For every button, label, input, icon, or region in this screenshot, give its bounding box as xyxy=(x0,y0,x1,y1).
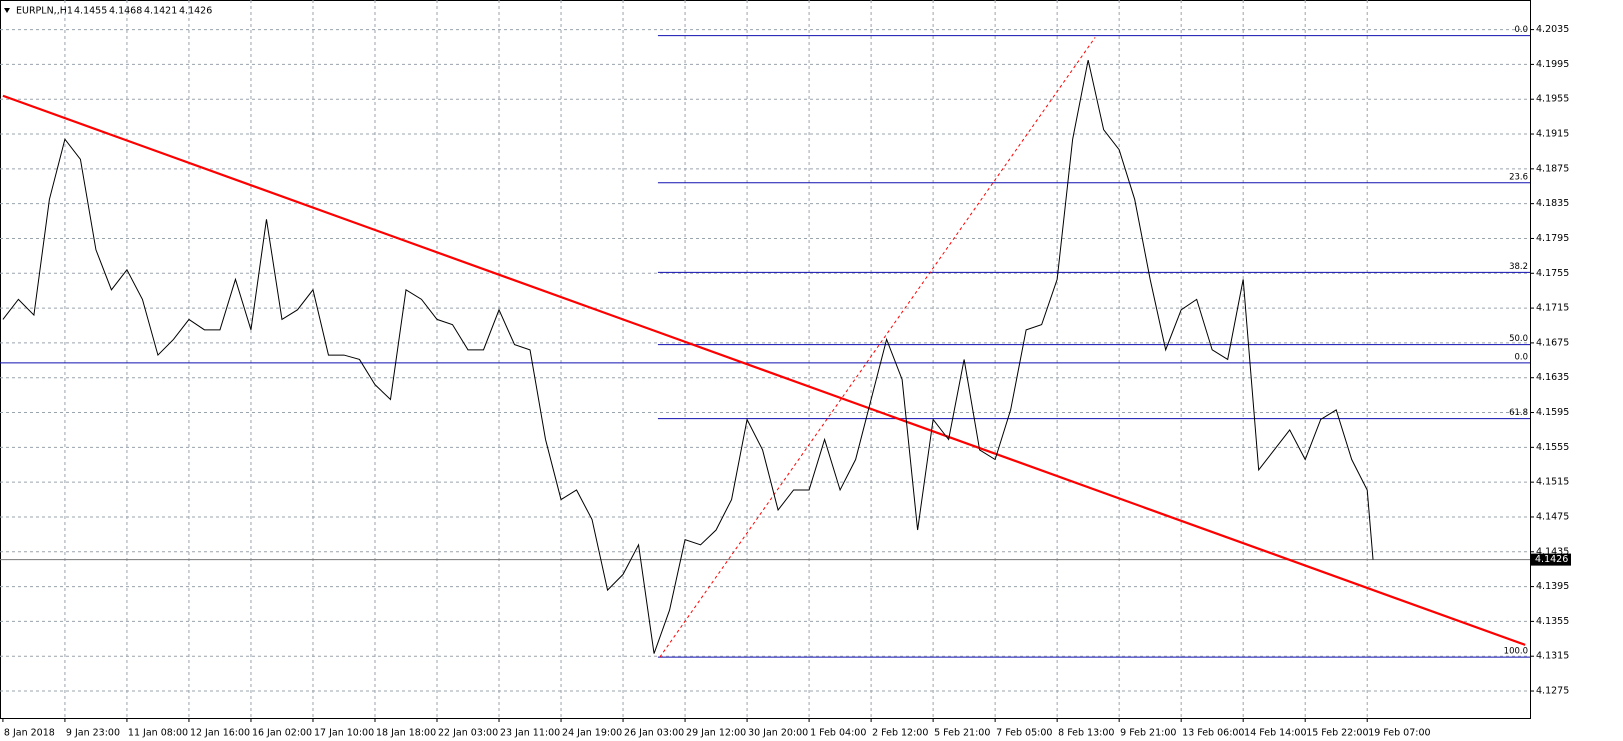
fibo-label: 38.2 xyxy=(1509,262,1528,272)
menu-arrow[interactable] xyxy=(4,8,10,13)
y-tick-label: 4.1795 xyxy=(1536,233,1569,244)
fibo-label: 100.0 xyxy=(1504,647,1528,657)
x-tick-label: 26 Jan 03:00 xyxy=(624,728,684,739)
y-tick-label: 4.1315 xyxy=(1536,651,1569,662)
x-tick-label: 1 Feb 04:00 xyxy=(810,728,866,739)
trendline xyxy=(659,37,1096,658)
horizontal-line-label: 0.0 xyxy=(1514,352,1528,362)
fibo-label: 61.8 xyxy=(1509,408,1528,418)
y-tick-label: 4.1395 xyxy=(1536,581,1569,592)
x-tick-label: 12 Jan 16:00 xyxy=(190,728,250,739)
x-tick-label: 24 Jan 19:00 xyxy=(562,728,622,739)
ohlc-values: 4.1455 4.1468 4.1421 4.1426 xyxy=(74,6,212,17)
y-tick-label: 4.1835 xyxy=(1536,198,1569,209)
price-line xyxy=(2,59,1374,654)
x-tick-label: 13 Feb 06:00 xyxy=(1182,728,1244,739)
y-tick-label: 4.1355 xyxy=(1536,616,1569,627)
y-tick-label: 4.1995 xyxy=(1536,59,1569,70)
x-tick-label: 30 Jan 20:00 xyxy=(748,728,808,739)
x-tick-label: 7 Feb 05:00 xyxy=(996,728,1052,739)
y-tick-label: 4.1515 xyxy=(1536,477,1569,488)
x-tick-label: 11 Jan 08:00 xyxy=(128,728,188,739)
x-tick-label: 8 Jan 2018 xyxy=(4,728,55,739)
x-tick-label: 18 Jan 18:00 xyxy=(376,728,436,739)
plot-frame xyxy=(0,0,1531,719)
x-tick-label: 9 Jan 23:00 xyxy=(66,728,120,739)
y-tick-label: 4.1595 xyxy=(1536,407,1569,418)
x-tick-label: 22 Jan 03:00 xyxy=(438,728,498,739)
y-tick-label: 4.1675 xyxy=(1536,337,1569,348)
y-tick-label: 4.1275 xyxy=(1536,686,1569,697)
fibo-label: 23.6 xyxy=(1509,172,1528,182)
fibo-label: 0.0 xyxy=(1514,25,1528,35)
ohlc-value: 4.1455 xyxy=(74,6,107,17)
y-tick-label: 4.1635 xyxy=(1536,372,1569,383)
y-tick-label: 4.1475 xyxy=(1536,511,1569,522)
x-tick-label: 16 Jan 02:00 xyxy=(252,728,312,739)
symbol: EURPLN,,H1 xyxy=(16,6,73,17)
fibo-label: 50.0 xyxy=(1509,334,1528,344)
x-tick-label: 19 Feb 07:00 xyxy=(1368,728,1430,739)
ohlc-value: 4.1468 xyxy=(109,6,142,17)
y-tick-label: 4.1915 xyxy=(1536,129,1569,140)
x-tick-label: 8 Feb 13:00 xyxy=(1058,728,1114,739)
x-tick-label: 17 Jan 10:00 xyxy=(314,728,374,739)
y-tick-label: 4.1435 xyxy=(1536,546,1569,557)
last-price-label: 4.1426 xyxy=(1535,554,1568,565)
x-tick-label: 14 Feb 14:00 xyxy=(1244,728,1306,739)
y-tick-label: 4.1875 xyxy=(1536,163,1569,174)
y-tick-label: 4.1715 xyxy=(1536,303,1569,314)
last-price-box xyxy=(1531,553,1571,566)
ohlc-value: 4.1421 xyxy=(144,6,177,17)
ohlc-value: 4.1426 xyxy=(179,6,212,17)
y-tick-label: 4.1755 xyxy=(1536,268,1569,279)
trendline xyxy=(2,94,1526,646)
x-tick-label: 29 Jan 12:00 xyxy=(686,728,746,739)
y-tick-label: 4.1955 xyxy=(1536,94,1569,105)
x-tick-label: 23 Jan 11:00 xyxy=(500,728,560,739)
y-tick-label: 4.1555 xyxy=(1536,442,1569,453)
x-tick-label: 9 Feb 21:00 xyxy=(1120,728,1176,739)
x-tick-label: 5 Feb 21:00 xyxy=(934,728,990,739)
x-tick-label: 15 Feb 22:00 xyxy=(1306,728,1368,739)
y-tick-label: 4.2035 xyxy=(1536,24,1569,35)
x-tick-label: 2 Feb 12:00 xyxy=(872,728,928,739)
